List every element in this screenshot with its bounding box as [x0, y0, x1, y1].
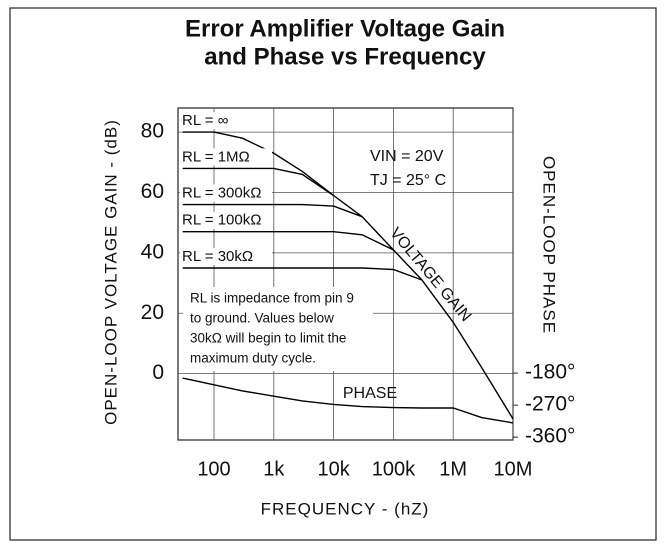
- series-label-bg: [180, 211, 272, 229]
- x-tick-label: 100: [197, 458, 230, 480]
- series-label: RL = 100kΩ: [182, 212, 261, 229]
- y2-axis-label: OPEN-LOOP PHASE: [540, 156, 559, 334]
- y-axis-label: OPEN-LOOP VOLTAGE GAIN - (dB): [101, 119, 120, 425]
- y2-tick-label: -270°: [525, 393, 575, 416]
- annotation: TJ = 25° C: [370, 172, 446, 189]
- chart-subtitle: and Phase vs Frequency: [204, 43, 486, 70]
- x-tick-label: 1M: [439, 458, 467, 480]
- y-tick-label: 80: [141, 120, 164, 143]
- note-box: [183, 287, 373, 371]
- x-axis-label: FREQUENCY - (hZ): [261, 499, 430, 518]
- x-tick-label: 1k: [263, 458, 285, 480]
- note-line: to ground. Values below: [190, 311, 334, 326]
- annotation: VIN = 20V: [370, 148, 444, 165]
- series-label: RL = 1MΩ: [182, 148, 250, 165]
- frame: [9, 7, 657, 541]
- series-label: RL = 300kΩ: [182, 185, 261, 202]
- y-tick-label: 0: [152, 361, 164, 384]
- y-tick-label: 20: [141, 301, 164, 324]
- y2-tick-label: -360°: [525, 425, 575, 448]
- line-series: [182, 231, 394, 251]
- line-series: [182, 203, 363, 218]
- line-series: [182, 377, 514, 424]
- line-series: [182, 167, 334, 197]
- series-label: RL = ∞: [182, 112, 229, 129]
- series-label-bg: [180, 112, 272, 130]
- annotation: VOLTAGE GAIN: [386, 225, 474, 325]
- x-tick-label: 10k: [317, 458, 350, 480]
- x-tick-label: 10M: [494, 458, 533, 480]
- y2-tick-label: -180°: [525, 361, 575, 384]
- note-line: maximum duty cycle.: [190, 351, 316, 366]
- line-series: [182, 267, 423, 281]
- y-tick-label: 40: [141, 240, 164, 263]
- note-line: 30kΩ will begin to limit the: [190, 331, 346, 346]
- chart-title: Error Amplifier Voltage Gain: [185, 15, 505, 42]
- note-line: RL is impedance from pin 9: [190, 291, 354, 306]
- series-label-bg: [180, 148, 272, 166]
- line-series: [182, 131, 514, 420]
- x-tick-label: 100k: [372, 458, 416, 480]
- series-label: PHASE: [343, 385, 397, 402]
- series-label-bg: [180, 247, 272, 265]
- series-label-bg: [180, 184, 272, 202]
- y-tick-label: 60: [141, 180, 164, 203]
- series-label: RL = 30kΩ: [182, 248, 253, 265]
